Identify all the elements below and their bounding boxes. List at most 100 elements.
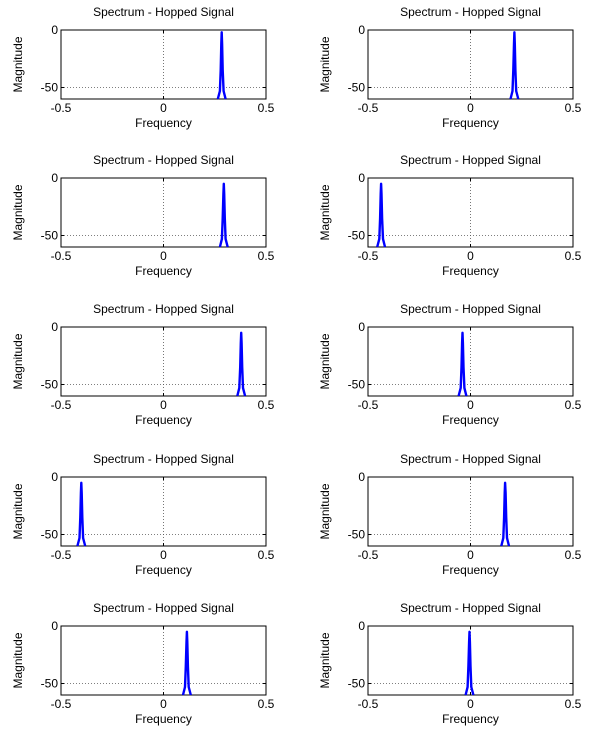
x-tick-label: 0 [160,398,167,412]
chart-title: Spectrum - Hopped Signal [93,5,234,19]
chart-title: Spectrum - Hopped Signal [400,5,541,19]
x-tick-label: -0.5 [51,101,72,115]
subplot-5: -0.5 0 0.5 -50 0 Spectrum - Hopped Signal Freq… [11,302,275,427]
spectrum-line [218,182,229,248]
x-axis-label: Frequency [135,563,192,577]
y-tick-label: -50 [348,677,366,691]
x-tick-label: 0 [160,697,167,711]
y-axis-label: Magnitude [318,333,332,389]
x-axis-label: Frequency [135,712,192,726]
subplot-9: -0.5 0 0.5 -50 0 Spectrum - Hopped Signal Freq… [11,601,275,726]
spectrum-line [457,331,468,397]
y-tick-label: -50 [348,229,366,243]
axes-box [60,177,267,248]
x-tick-label: -0.5 [358,249,379,263]
x-tick-label: 0.5 [565,548,582,562]
subplot-3: -0.5 0 0.5 -50 0 Spectrum - Hopped Signal Freq… [11,153,275,278]
y-tick-label: -50 [41,229,59,243]
x-tick-label: 0 [160,101,167,115]
y-tick-label: 0 [358,171,365,185]
y-tick-label: -50 [41,81,59,95]
x-tick-label: 0 [467,249,474,263]
x-tick-label: -0.5 [358,697,379,711]
spectrum-line [236,331,247,397]
subplot-1: -0.5 0 0.5 -50 0 Spectrum - Hopped Signal Freq… [11,5,275,130]
x-axis-label: Frequency [442,413,499,427]
x-tick-label: 0.5 [565,249,582,263]
x-axis-label: Frequency [135,413,192,427]
chart-title: Spectrum - Hopped Signal [93,452,234,466]
x-axis-label: Frequency [442,116,499,130]
y-tick-label: 0 [51,320,58,334]
y-tick-label: -50 [41,677,59,691]
y-tick-label: 0 [358,23,365,37]
y-tick-label: -50 [41,378,59,392]
x-tick-label: -0.5 [358,398,379,412]
x-tick-label: 0 [160,548,167,562]
x-tick-label: 0 [467,398,474,412]
x-axis-label: Frequency [442,563,499,577]
spectrum-line [500,481,511,547]
y-axis-label: Magnitude [318,632,332,688]
subplot-8: -0.5 0 0.5 -50 0 Spectrum - Hopped Signal Freq… [318,452,582,577]
axes-box [367,326,574,397]
y-tick-label: 0 [51,619,58,633]
chart-title: Spectrum - Hopped Signal [93,601,234,615]
x-axis-label: Frequency [135,116,192,130]
x-tick-label: 0 [160,249,167,263]
x-tick-label: 0.5 [258,249,275,263]
subplot-6: -0.5 0 0.5 -50 0 Spectrum - Hopped Signal Freq… [318,302,582,427]
x-tick-label: -0.5 [51,249,72,263]
y-axis-label: Magnitude [11,632,25,688]
x-axis-label: Frequency [135,264,192,278]
x-tick-label: -0.5 [51,398,72,412]
axes-box [367,177,574,248]
y-axis-label: Magnitude [11,36,25,92]
x-tick-label: 0 [467,101,474,115]
x-tick-label: -0.5 [358,101,379,115]
y-axis-label: Magnitude [318,184,332,240]
y-axis-label: Magnitude [11,333,25,389]
spectrum-line [376,182,387,248]
subplot-10: -0.5 0 0.5 -50 0 Spectrum - Hopped Signal Freq… [318,601,582,726]
x-tick-label: -0.5 [358,548,379,562]
y-axis-label: Magnitude [318,483,332,539]
x-tick-label: 0.5 [258,398,275,412]
y-tick-label: -50 [348,528,366,542]
y-tick-label: -50 [41,528,59,542]
y-tick-label: 0 [358,470,365,484]
x-tick-label: 0.5 [258,101,275,115]
chart-title: Spectrum - Hopped Signal [400,302,541,316]
chart-title: Spectrum - Hopped Signal [400,601,541,615]
x-tick-label: 0.5 [565,697,582,711]
chart-title: Spectrum - Hopped Signal [400,452,541,466]
axes-box [367,29,574,100]
subplot-7: -0.5 0 0.5 -50 0 Spectrum - Hopped Signal Freq… [11,452,275,577]
y-axis-label: Magnitude [318,36,332,92]
y-axis-label: Magnitude [11,184,25,240]
axes-box [60,29,267,100]
y-tick-label: 0 [51,23,58,37]
chart-title: Spectrum - Hopped Signal [400,153,541,167]
axes-box [367,476,574,547]
x-tick-label: -0.5 [51,697,72,711]
x-axis-label: Frequency [442,264,499,278]
x-tick-label: 0.5 [258,697,275,711]
axes-box [60,625,267,696]
subplot-4: -0.5 0 0.5 -50 0 Spectrum - Hopped Signal Freq… [318,153,582,278]
chart-title: Spectrum - Hopped Signal [93,302,234,316]
chart-title: Spectrum - Hopped Signal [93,153,234,167]
y-tick-label: 0 [51,171,58,185]
y-tick-label: 0 [358,320,365,334]
x-tick-label: -0.5 [51,548,72,562]
y-tick-label: -50 [348,378,366,392]
axes-box [60,326,267,397]
subplot-2: -0.5 0 0.5 -50 0 Spectrum - Hopped Signal Freq… [318,5,582,130]
x-tick-label: 0.5 [565,101,582,115]
spectrum-line [509,31,520,100]
x-tick-label: 0.5 [258,548,275,562]
x-tick-label: 0.5 [565,398,582,412]
x-tick-label: 0 [467,548,474,562]
y-tick-label: 0 [358,619,365,633]
